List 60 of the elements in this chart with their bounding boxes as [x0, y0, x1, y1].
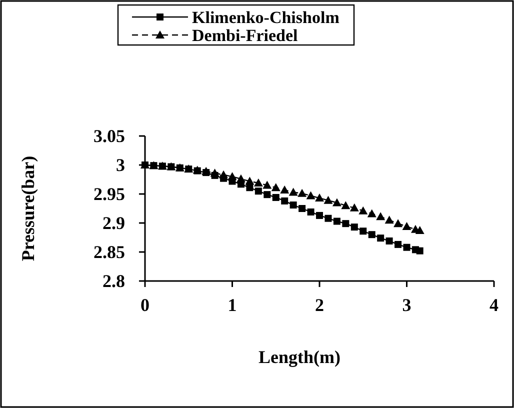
point	[368, 231, 376, 238]
x-tick-label: 4	[490, 295, 498, 315]
point	[290, 202, 297, 209]
point	[358, 206, 368, 214]
point	[332, 198, 342, 206]
point	[280, 185, 290, 194]
point	[350, 224, 358, 231]
point	[264, 191, 271, 198]
point	[341, 201, 350, 210]
point	[298, 205, 306, 212]
point	[394, 219, 403, 228]
point	[333, 218, 340, 225]
point	[402, 222, 412, 230]
point	[288, 188, 298, 196]
x-tick-label: 0	[140, 295, 150, 315]
point	[386, 237, 393, 244]
point	[376, 212, 386, 220]
y-tick-label: 2.9	[102, 213, 125, 233]
point	[315, 194, 324, 202]
point	[324, 196, 333, 204]
y-tick-label: 2.85	[94, 242, 125, 262]
point	[262, 180, 272, 189]
point	[254, 188, 262, 195]
point	[246, 184, 254, 192]
legend-label: Klimenko-Chisholm	[192, 8, 340, 27]
point	[228, 172, 237, 180]
x-tick-label: 2	[315, 295, 324, 315]
point	[415, 226, 424, 234]
x-tick-label: 1	[228, 295, 237, 315]
point	[281, 197, 288, 204]
point	[202, 166, 211, 175]
point	[342, 220, 350, 228]
y-tick-label: 3.05	[94, 126, 125, 146]
point	[384, 216, 394, 224]
point	[377, 234, 384, 242]
point	[272, 194, 280, 201]
y-tick-label: 2.8	[102, 271, 125, 291]
y-tick-label: 3	[116, 155, 125, 175]
point	[298, 188, 307, 197]
point	[324, 214, 332, 222]
point	[210, 168, 220, 177]
legend-label: Dembi-Friedel	[192, 26, 298, 45]
point	[271, 183, 280, 192]
y-axis-title: Pressure(bar)	[18, 156, 38, 262]
x-tick-label: 3	[402, 295, 412, 315]
point	[367, 209, 376, 218]
x-axis-title: Length(m)	[258, 347, 340, 367]
point	[306, 191, 316, 200]
point	[360, 228, 367, 235]
y-tick-label: 2.95	[94, 184, 125, 204]
point	[254, 178, 263, 186]
point	[416, 247, 424, 254]
point	[245, 176, 254, 185]
point	[236, 174, 246, 182]
point	[394, 240, 402, 248]
point	[219, 170, 228, 178]
point	[316, 212, 323, 219]
point	[307, 208, 314, 216]
point	[403, 244, 410, 251]
point	[350, 203, 359, 212]
